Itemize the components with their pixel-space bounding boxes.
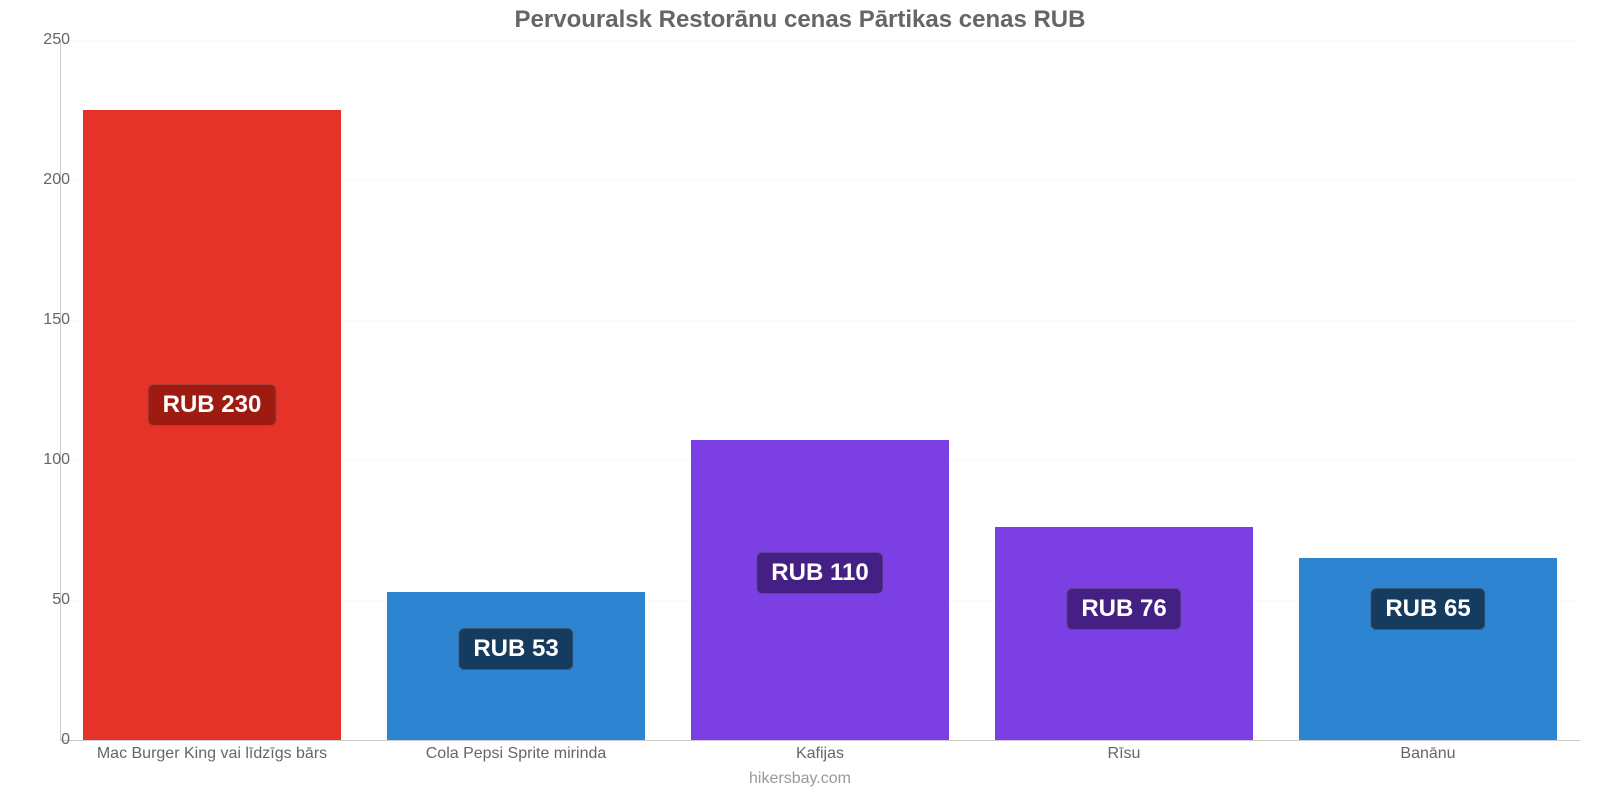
x-axis-line — [60, 740, 1580, 741]
bar — [1299, 558, 1557, 740]
x-tick-label: Rīsu — [1108, 745, 1141, 763]
y-tick-label: 50 — [20, 591, 70, 609]
y-tick-label: 100 — [20, 451, 70, 469]
y-tick-label: 250 — [20, 31, 70, 49]
bar-value-badge: RUB 76 — [1066, 588, 1181, 630]
x-tick-label: Mac Burger King vai līdzīgs bārs — [97, 745, 327, 763]
bar-value-badge: RUB 53 — [458, 628, 573, 670]
bar-value-badge: RUB 110 — [756, 552, 883, 594]
y-tick-label: 150 — [20, 311, 70, 329]
chart-title: Pervouralsk Restorānu cenas Pārtikas cen… — [0, 6, 1600, 34]
bar-value-badge: RUB 230 — [148, 384, 277, 426]
y-tick-label: 200 — [20, 171, 70, 189]
chart-credit: hikersbay.com — [0, 770, 1600, 788]
bar-value-badge: RUB 65 — [1370, 588, 1485, 630]
y-axis-line — [60, 40, 61, 740]
y-tick-label: 0 — [20, 731, 70, 749]
x-tick-label: Kafijas — [796, 745, 844, 763]
x-tick-label: Cola Pepsi Sprite mirinda — [426, 745, 607, 763]
x-tick-label: Banānu — [1400, 745, 1455, 763]
gridline — [60, 40, 1580, 41]
plot-area: RUB 230Mac Burger King vai līdzīgs bārsR… — [60, 40, 1580, 740]
bar — [995, 527, 1253, 740]
price-chart: Pervouralsk Restorānu cenas Pārtikas cen… — [0, 0, 1600, 800]
